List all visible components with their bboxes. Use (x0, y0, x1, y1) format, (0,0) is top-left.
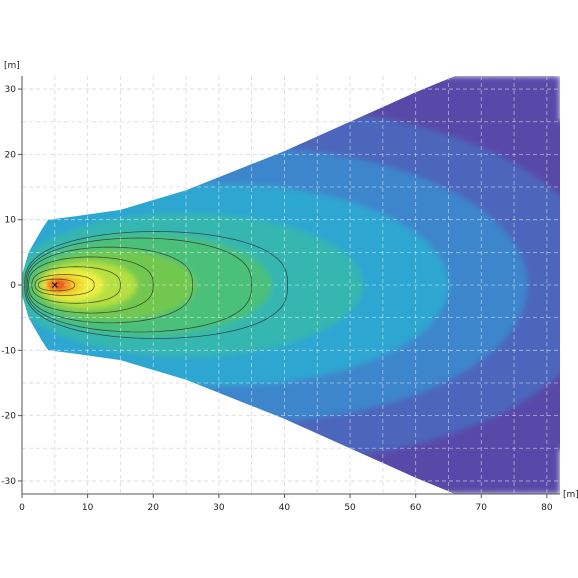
x-tick-label: 70 (476, 503, 488, 513)
x-tick-label: 10 (82, 503, 94, 513)
y-tick-label: 10 (5, 216, 17, 226)
x-tick-label: 30 (213, 503, 225, 513)
y-tick-label: -10 (1, 346, 16, 356)
y-tick-label: 30 (5, 85, 17, 95)
grid-overlay (22, 76, 560, 494)
y-tick-label: -30 (1, 477, 16, 487)
x-tick-label: 20 (147, 503, 159, 513)
y-axis-unit-label: [m] (4, 61, 20, 71)
y-tick-label: 20 (5, 150, 17, 160)
x-tick-label: 60 (410, 503, 422, 513)
y-axis-ticks: -30 -20 -10 0 10 20 30 (1, 85, 22, 487)
contour-lines (24, 230, 289, 340)
x-axis-ticks: 0 10 20 30 40 50 60 70 80 (19, 494, 553, 513)
contour-line-7 (24, 230, 289, 340)
y-tick-label: 0 (10, 281, 16, 291)
y-tick-label: -20 (1, 412, 16, 422)
contour-line-4 (28, 256, 154, 314)
contour-line-5 (26, 246, 194, 324)
peak-marker (51, 282, 58, 288)
contour-line-2 (34, 274, 95, 296)
x-tick-label: 40 (279, 503, 291, 513)
axes: 0 10 20 30 40 50 60 70 80 -30 -20 -10 0 10 20 30 [m] [… (1, 61, 578, 513)
plot-area (22, 76, 560, 494)
contour-line-6 (25, 237, 253, 333)
x-axis-unit-label: [m] (563, 490, 578, 500)
x-tick-label: 80 (541, 503, 553, 513)
x-tick-label: 0 (19, 503, 25, 513)
contour-line-3 (31, 266, 121, 304)
contour-line-1 (37, 278, 75, 292)
x-tick-label: 50 (344, 503, 356, 513)
peak-cross (51, 282, 58, 288)
